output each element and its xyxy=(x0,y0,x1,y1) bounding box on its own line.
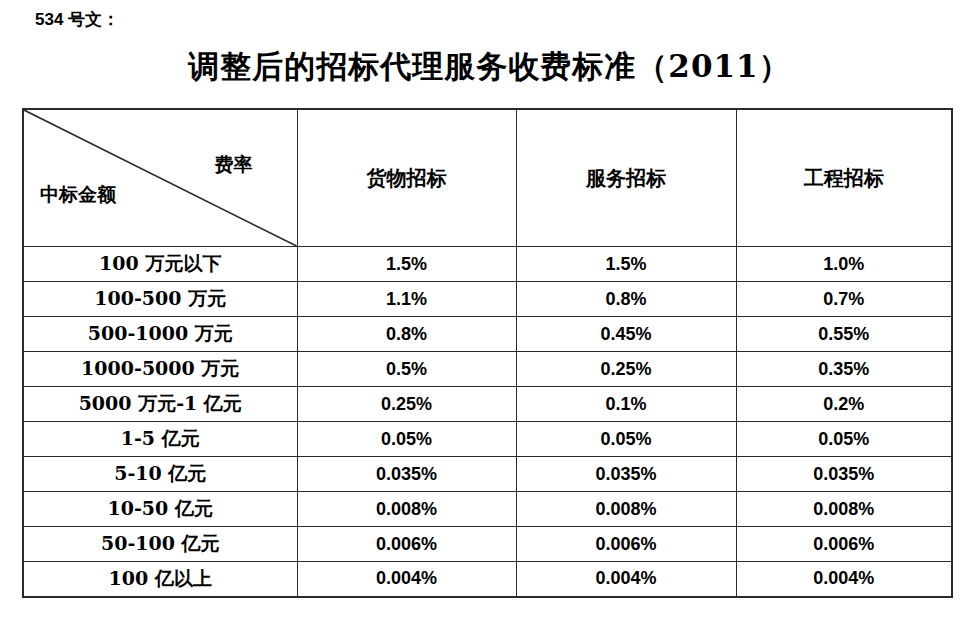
fee-cell: 0.006% xyxy=(516,527,736,562)
table-row: 100 万元以下 1.5% 1.5% 1.0% xyxy=(23,247,952,282)
fee-cell: 1.0% xyxy=(736,247,952,282)
fee-cell: 0.004% xyxy=(736,562,952,597)
fee-cell: 0.035% xyxy=(736,457,952,492)
fee-cell: 0.05% xyxy=(516,422,736,457)
diagonal-divider-line xyxy=(24,110,297,246)
corner-amount-label: 中标金额 xyxy=(40,182,116,208)
row-label: 5000 万元-1 亿元 xyxy=(23,387,297,422)
fee-cell: 0.05% xyxy=(736,422,952,457)
table-row: 10-50 亿元 0.008% 0.008% 0.008% xyxy=(23,492,952,527)
fee-cell: 0.008% xyxy=(516,492,736,527)
fee-cell: 0.1% xyxy=(516,387,736,422)
row-label: 100 万元以下 xyxy=(23,247,297,282)
row-label: 50-100 亿元 xyxy=(23,527,297,562)
table-header: 费率 中标金额 货物招标 服务招标 工程招标 xyxy=(23,109,952,247)
fee-rate-table: 费率 中标金额 货物招标 服务招标 工程招标 100 万元以下 1.5% 1.5… xyxy=(22,108,953,598)
fee-cell: 0.8% xyxy=(297,317,516,352)
table-row: 50-100 亿元 0.006% 0.006% 0.006% xyxy=(23,527,952,562)
table-body: 100 万元以下 1.5% 1.5% 1.0% 100-500 万元 1.1% … xyxy=(23,247,952,597)
row-label: 1-5 亿元 xyxy=(23,422,297,457)
fee-cell: 0.035% xyxy=(297,457,516,492)
table-row: 500-1000 万元 0.8% 0.45% 0.55% xyxy=(23,317,952,352)
table-row: 5000 万元-1 亿元 0.25% 0.1% 0.2% xyxy=(23,387,952,422)
fee-cell: 0.45% xyxy=(516,317,736,352)
document-page: 534 号文： 调整后的招标代理服务收费标准（2011） 费率 中标金额 货物招… xyxy=(0,0,979,629)
fee-cell: 1.1% xyxy=(297,282,516,317)
fee-cell: 0.035% xyxy=(516,457,736,492)
fee-cell: 0.25% xyxy=(516,352,736,387)
fee-cell: 0.008% xyxy=(736,492,952,527)
fee-cell: 0.05% xyxy=(297,422,516,457)
fee-cell: 1.5% xyxy=(516,247,736,282)
row-label: 1000-5000 万元 xyxy=(23,352,297,387)
fee-cell: 0.2% xyxy=(736,387,952,422)
fee-cell: 0.7% xyxy=(736,282,952,317)
fee-cell: 0.006% xyxy=(297,527,516,562)
table-row: 1-5 亿元 0.05% 0.05% 0.05% xyxy=(23,422,952,457)
header-row: 费率 中标金额 货物招标 服务招标 工程招标 xyxy=(23,109,952,247)
table-row: 100 亿以上 0.004% 0.004% 0.004% xyxy=(23,562,952,597)
fee-cell: 0.35% xyxy=(736,352,952,387)
corner-rate-label: 费率 xyxy=(215,152,253,178)
row-label: 500-1000 万元 xyxy=(23,317,297,352)
fee-cell: 0.008% xyxy=(297,492,516,527)
row-label: 100-500 万元 xyxy=(23,282,297,317)
fee-cell: 0.55% xyxy=(736,317,952,352)
fee-cell: 0.5% xyxy=(297,352,516,387)
row-label: 10-50 亿元 xyxy=(23,492,297,527)
column-header-goods: 货物招标 xyxy=(297,109,516,247)
table-row: 100-500 万元 1.1% 0.8% 0.7% xyxy=(23,282,952,317)
row-label: 5-10 亿元 xyxy=(23,457,297,492)
table-row: 1000-5000 万元 0.5% 0.25% 0.35% xyxy=(23,352,952,387)
fee-cell: 0.004% xyxy=(297,562,516,597)
table-row: 5-10 亿元 0.035% 0.035% 0.035% xyxy=(23,457,952,492)
row-label: 100 亿以上 xyxy=(23,562,297,597)
fee-cell: 0.004% xyxy=(516,562,736,597)
corner-header-cell: 费率 中标金额 xyxy=(23,109,297,247)
fee-cell: 1.5% xyxy=(297,247,516,282)
page-title: 调整后的招标代理服务收费标准（2011） xyxy=(0,46,979,88)
fee-cell: 0.25% xyxy=(297,387,516,422)
fee-cell: 0.8% xyxy=(516,282,736,317)
doc-number-label: 534 号文： xyxy=(35,8,119,31)
column-header-engineering: 工程招标 xyxy=(736,109,952,247)
column-header-service: 服务招标 xyxy=(516,109,736,247)
fee-cell: 0.006% xyxy=(736,527,952,562)
